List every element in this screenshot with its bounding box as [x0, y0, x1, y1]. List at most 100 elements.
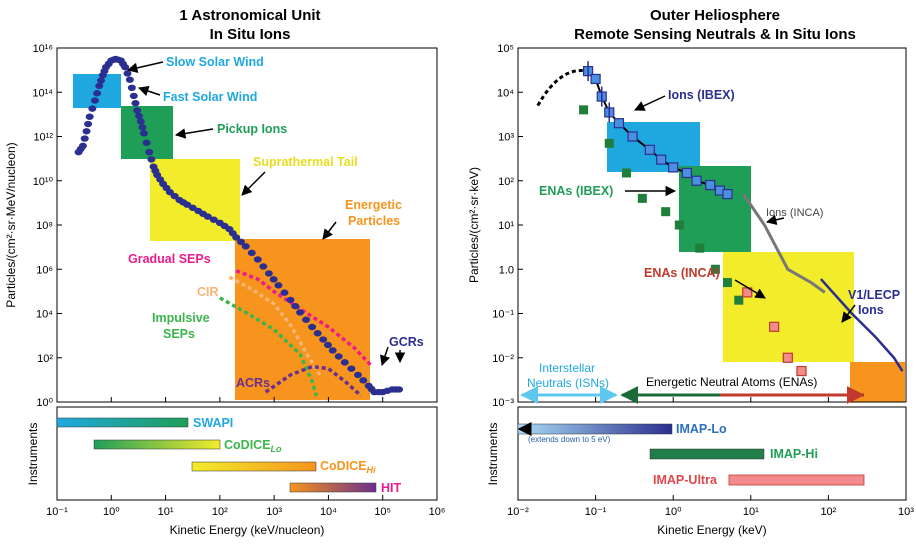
- right-instruments-label: Instruments: [486, 423, 500, 486]
- impulsive-label: Impulsive: [152, 311, 210, 325]
- x-tick-label: 10²: [212, 506, 228, 518]
- ions-ibex-point: [681, 167, 692, 179]
- x-tick-label: 10⁶: [429, 506, 446, 518]
- enas-inca-point: [796, 365, 807, 377]
- spectrum-point: [340, 359, 349, 366]
- spectrum-point: [127, 84, 136, 92]
- enas-ibex-point: [621, 168, 631, 178]
- codice-lo-bar: [93, 439, 221, 450]
- left-axis-ticks: 10⁻¹ 10⁰ 10¹ 10² 10³ 10⁴ 10⁵ 10⁶ 10⁰ 10² 10⁴ 10⁶ 10⁸…: [32, 43, 445, 518]
- spectrum-point: [359, 377, 368, 384]
- left-title: 1 Astronomical Unit: [179, 7, 320, 24]
- ions-extrapolation-curve: [536, 68, 589, 107]
- spectrum-point: [147, 156, 156, 163]
- ions-inca-label: Ions (INCA): [766, 207, 823, 219]
- spectrum-point: [82, 128, 91, 135]
- spectrum-point: [296, 309, 305, 316]
- x-tick-label: 10⁰: [103, 506, 120, 518]
- spectrum-point: [264, 270, 273, 277]
- spectrum-point: [274, 282, 283, 289]
- right-region-boxes: [607, 122, 905, 402]
- enas-ibex-region: [679, 166, 751, 252]
- y-tick-label: 10¹²: [33, 132, 53, 144]
- spectrum-point: [142, 139, 151, 146]
- spectrum-point: [80, 135, 89, 142]
- y-tick-label: 10¹⁶: [33, 43, 53, 55]
- swapi-label: SWAPI: [193, 416, 233, 430]
- x-tick-label: 10³: [266, 506, 282, 518]
- ions-ibex-point: [656, 154, 667, 165]
- spectrum-point: [183, 201, 192, 208]
- cir-curve: [228, 275, 322, 376]
- enas-ibex-point: [604, 138, 614, 148]
- ions-ibex-point: [627, 131, 638, 142]
- spectrum-point: [323, 341, 332, 349]
- x-tick-label: 10¹: [743, 506, 759, 518]
- y-tick-label: 10¹: [498, 220, 514, 232]
- spectrum-point: [313, 330, 322, 337]
- spectrum-point: [133, 107, 142, 114]
- spectrum-point: [97, 77, 106, 84]
- ions-ibex-point: [722, 188, 733, 200]
- pickup-ions-label: Pickup Ions: [217, 122, 287, 136]
- imap-lo-note: (extends down to 5 eV): [528, 435, 611, 444]
- spectrum-point: [269, 276, 278, 283]
- y-tick-label: 10⁻³: [492, 397, 514, 409]
- suprathermal-tail-label: Suprathermal Tail: [253, 155, 358, 169]
- y-tick-label: 10¹⁴: [32, 87, 53, 99]
- spectrum-point: [188, 204, 197, 211]
- left-instruments-label: Instruments: [26, 423, 40, 486]
- spectrum-point: [334, 353, 343, 360]
- spectrum-point: [84, 120, 93, 128]
- spectrum-point: [280, 289, 289, 296]
- x-tick-label: 10⁻¹: [46, 506, 68, 518]
- left-region-boxes: [73, 74, 370, 400]
- y-tick-label: 10⁻¹: [492, 309, 514, 321]
- spectrum-point: [138, 124, 147, 131]
- codice-hi-bar: [191, 461, 317, 472]
- energetic-label: Energetic: [345, 198, 402, 212]
- ions-ibex-point: [644, 144, 655, 155]
- swapi-bar: [56, 417, 189, 428]
- particles-label: Particles: [348, 214, 400, 228]
- x-tick-label: 10⁰: [665, 506, 682, 518]
- enas-inca-point: [769, 321, 780, 332]
- v1-lecp-ions-label: Ions: [858, 303, 884, 317]
- spectrum-point: [353, 371, 362, 379]
- codice-lo-label: CoDICELo: [224, 438, 282, 454]
- spectrum-point: [145, 148, 154, 156]
- x-tick-label: 10⁻¹: [585, 506, 607, 518]
- hit-bar: [289, 482, 377, 493]
- gradual-seps-curve: [235, 269, 372, 367]
- y-tick-label: 10⁻²: [492, 353, 514, 365]
- spectrum-point: [286, 296, 295, 304]
- x-tick-label: 10¹: [158, 506, 174, 518]
- spectrum-point: [253, 256, 262, 263]
- spectrum-point: [241, 243, 250, 250]
- enas-ibex-point: [637, 193, 647, 203]
- spectrum-point: [347, 365, 356, 372]
- ions-ibex-point: [691, 175, 702, 186]
- y-tick-label: 10²: [498, 176, 514, 188]
- spectrum-point: [135, 112, 144, 120]
- x-tick-label: 10⁴: [320, 506, 337, 518]
- gcrs-label: GCRs: [389, 335, 424, 349]
- spectrum-point: [85, 113, 94, 120]
- y-tick-label: 10⁴: [497, 87, 514, 99]
- spectrum-point: [95, 82, 104, 90]
- spectrum-point: [236, 238, 245, 246]
- spectrum-point: [125, 76, 134, 83]
- imap-hi-bar: [649, 448, 765, 460]
- y-tick-label: 10¹⁰: [33, 176, 54, 188]
- enas-ibex-point: [661, 207, 671, 217]
- right-y-axis-label: Particles/(cm²·sr·keV): [467, 167, 481, 283]
- y-tick-label: 10⁸: [36, 220, 53, 232]
- enas-ibex-point: [674, 220, 684, 230]
- x-tick-label: 10²: [820, 506, 836, 518]
- right-instrument-frame: [517, 406, 907, 501]
- spectrum-point: [165, 188, 174, 196]
- gradual-seps-label: Gradual SEPs: [128, 252, 211, 266]
- x-tick-label: 10⁻²: [507, 506, 529, 518]
- right-title: Outer Heliosphere: [650, 7, 780, 24]
